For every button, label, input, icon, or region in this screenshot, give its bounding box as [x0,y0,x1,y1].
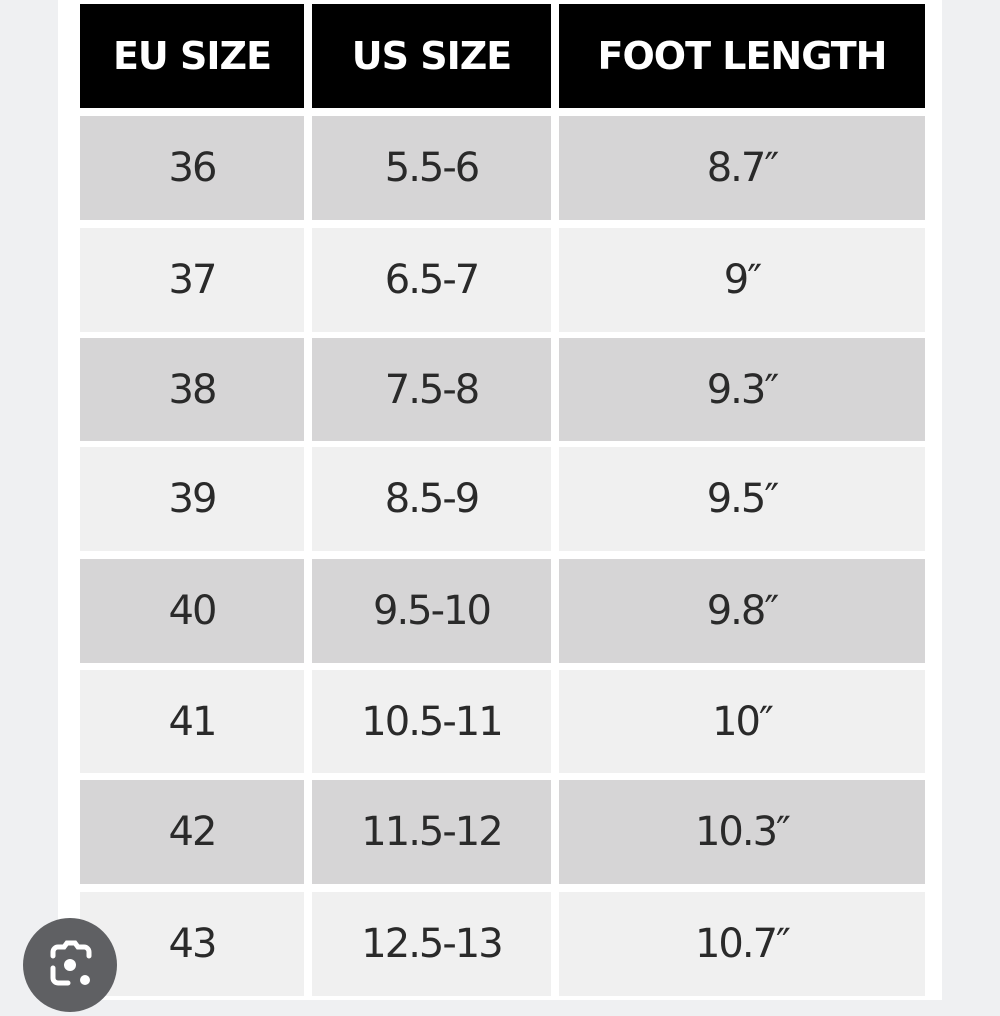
cell-us-size: 8.5-9 [312,447,551,551]
cell-us-size: 7.5-8 [312,338,551,441]
google-lens-icon [50,940,92,986]
cell-foot-length: 9.8″ [559,559,925,663]
cell-foot-length: 9.5″ [559,447,925,551]
cell-eu-size: 40 [80,559,304,663]
cell-foot-length: 9.3″ [559,338,925,441]
cell-us-size: 10.5-11 [312,670,551,773]
cell-us-size: 11.5-12 [312,780,551,884]
header-us-size: US SIZE [312,4,551,108]
cell-foot-length: 8.7″ [559,116,925,220]
cell-eu-size: 38 [80,338,304,441]
header-eu-size: EU SIZE [80,4,304,108]
cell-us-size: 12.5-13 [312,892,551,996]
cell-eu-size: 41 [80,670,304,773]
cell-foot-length: 10.7″ [559,892,925,996]
cell-eu-size: 43 [80,892,304,996]
cell-eu-size: 42 [80,780,304,884]
cell-foot-length: 10.3″ [559,780,925,884]
cell-us-size: 6.5-7 [312,228,551,332]
google-lens-button[interactable] [23,918,117,1012]
cell-us-size: 9.5-10 [312,559,551,663]
cell-us-size: 5.5-6 [312,116,551,220]
cell-foot-length: 9″ [559,228,925,332]
cell-eu-size: 39 [80,447,304,551]
cell-eu-size: 37 [80,228,304,332]
cell-foot-length: 10″ [559,670,925,773]
cell-eu-size: 36 [80,116,304,220]
header-foot-length: FOOT LENGTH [559,4,925,108]
